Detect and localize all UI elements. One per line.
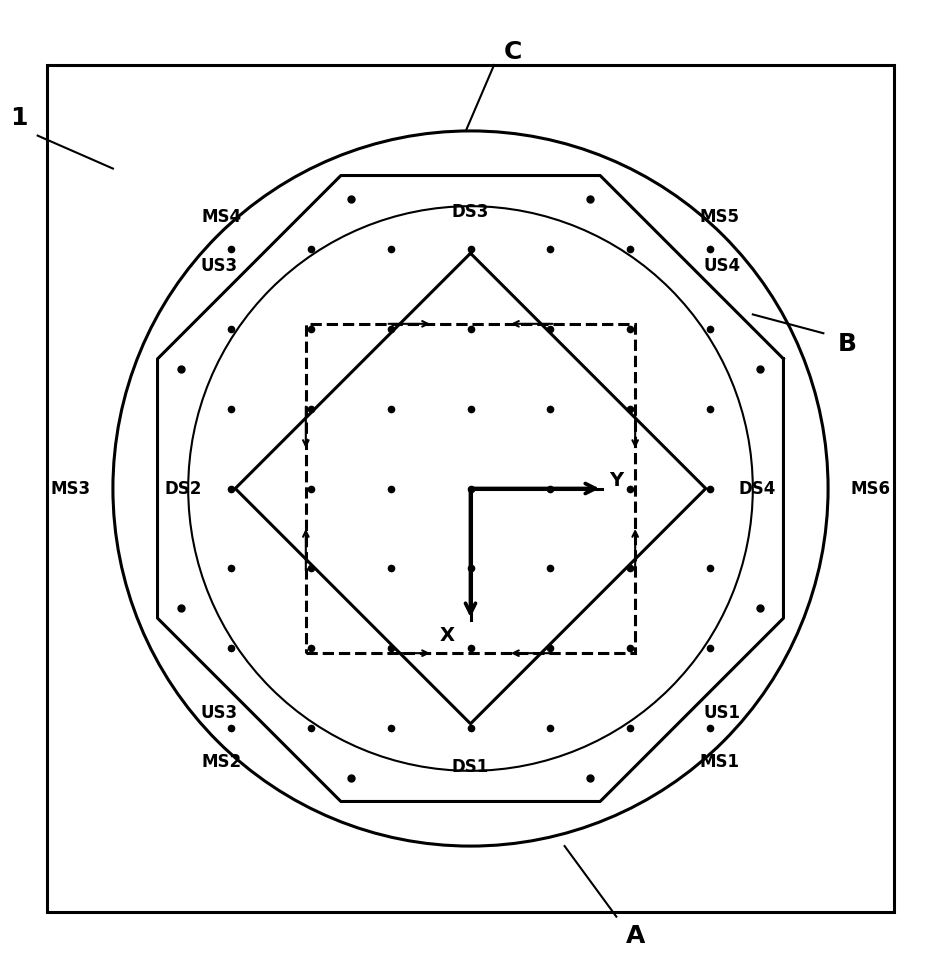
Text: US1: US1 xyxy=(703,703,741,721)
Text: B: B xyxy=(837,332,856,355)
Text: 1: 1 xyxy=(10,106,27,130)
Text: MS3: MS3 xyxy=(51,480,90,498)
Text: C: C xyxy=(503,40,522,64)
Text: DS4: DS4 xyxy=(739,480,776,498)
Text: US3: US3 xyxy=(200,257,238,275)
Text: X: X xyxy=(439,625,455,645)
Text: DS2: DS2 xyxy=(165,480,202,498)
Text: US3: US3 xyxy=(200,703,238,721)
Text: DS1: DS1 xyxy=(452,757,489,776)
Text: MS2: MS2 xyxy=(201,752,242,771)
Text: US4: US4 xyxy=(703,257,741,275)
Text: MS5: MS5 xyxy=(699,207,740,226)
Text: A: A xyxy=(626,923,645,948)
Text: DS3: DS3 xyxy=(452,202,489,221)
Text: MS6: MS6 xyxy=(851,480,890,498)
Text: MS1: MS1 xyxy=(699,752,740,771)
Text: Y: Y xyxy=(609,470,624,489)
Bar xyxy=(306,325,635,653)
Text: MS4: MS4 xyxy=(201,207,242,226)
